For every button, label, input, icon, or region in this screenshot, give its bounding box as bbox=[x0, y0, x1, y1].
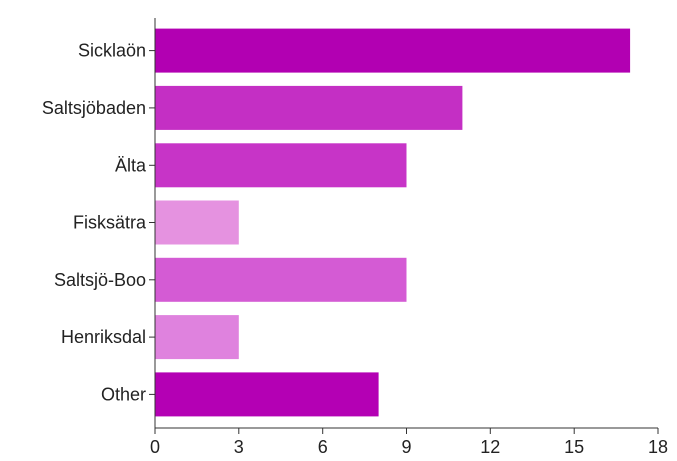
bar-4 bbox=[155, 257, 407, 302]
bar-1 bbox=[155, 85, 463, 130]
y-tick-marks bbox=[149, 50, 155, 395]
bar-6 bbox=[155, 372, 379, 417]
category-label: Saltsjö-Boo bbox=[54, 270, 146, 290]
category-label: Henriksdal bbox=[61, 327, 146, 347]
bar-5 bbox=[155, 315, 239, 360]
bar-2 bbox=[155, 143, 407, 188]
bars-group bbox=[155, 28, 631, 417]
bar-3 bbox=[155, 200, 239, 245]
x-tick-label: 6 bbox=[318, 437, 328, 457]
x-tick-label: 9 bbox=[401, 437, 411, 457]
x-tick-label: 18 bbox=[648, 437, 668, 457]
x-tick-label: 0 bbox=[150, 437, 160, 457]
x-ticks-group: 0 3 6 9 12 15 18 bbox=[150, 428, 668, 457]
category-label: Sicklaön bbox=[78, 41, 146, 61]
x-tick-label: 3 bbox=[234, 437, 244, 457]
category-labels: Sicklaön Saltsjöbaden Älta Fisksätra Saltsjö… bbox=[42, 41, 147, 405]
x-tick-label: 12 bbox=[480, 437, 500, 457]
category-label: Fisksätra bbox=[73, 213, 147, 233]
category-label: Other bbox=[101, 384, 146, 404]
category-label: Saltsjöbaden bbox=[42, 98, 146, 118]
bar-0 bbox=[155, 28, 631, 73]
category-label: Älta bbox=[115, 155, 147, 175]
x-tick-label: 15 bbox=[564, 437, 584, 457]
